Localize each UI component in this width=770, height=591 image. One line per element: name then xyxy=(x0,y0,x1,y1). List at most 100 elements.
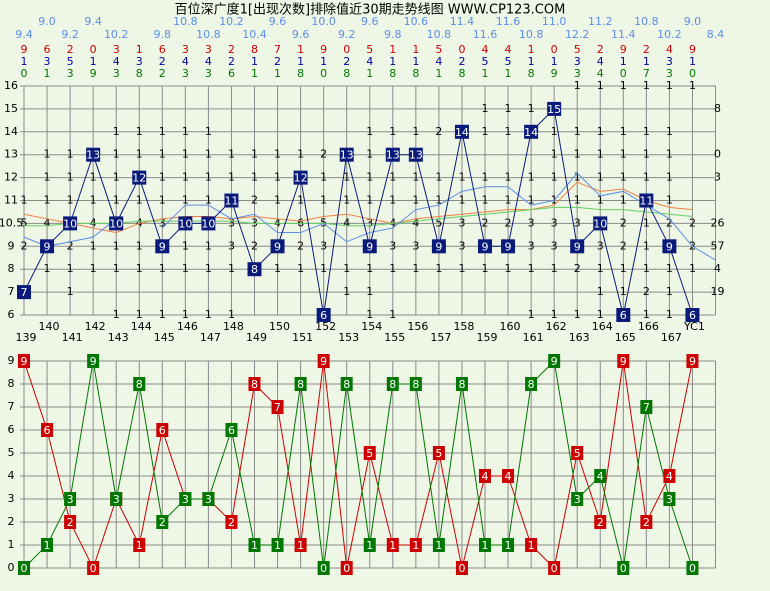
digit-label: 2 xyxy=(597,43,604,56)
digit-box-label: 8 xyxy=(297,378,304,391)
cell-count: 1 xyxy=(366,194,373,207)
cell-count: 2 xyxy=(435,125,442,138)
digit-box xyxy=(525,377,538,391)
y-tick-label: 5 xyxy=(8,446,15,459)
digit-label: 1 xyxy=(505,67,512,80)
cell-count: 1 xyxy=(366,262,373,275)
digit-label: 5 xyxy=(435,43,442,56)
digit-box xyxy=(64,515,77,529)
value-box-label: 9 xyxy=(574,240,581,253)
cell-count: 1 xyxy=(343,262,350,275)
x-tick-label: 157 xyxy=(430,331,451,344)
x-tick-label: 145 xyxy=(154,331,175,344)
cell-count: 4 xyxy=(412,216,419,229)
cell-count: 1 xyxy=(44,194,51,207)
digit-box xyxy=(663,492,676,506)
value-box xyxy=(201,216,216,231)
side-count: 4 xyxy=(714,262,721,275)
value-box xyxy=(593,216,608,231)
digit-label: 0 xyxy=(551,43,558,56)
digit-label: 1 xyxy=(274,67,281,80)
cell-count: 3 xyxy=(458,239,465,252)
digit-label: 2 xyxy=(643,43,650,56)
average-label: 9.6 xyxy=(292,28,310,41)
y-tick-label: 6 xyxy=(8,423,15,436)
value-box-label: 11 xyxy=(639,195,653,208)
digit-box-label: 2 xyxy=(228,516,235,529)
value-box xyxy=(685,308,700,322)
value-box xyxy=(270,239,285,254)
cell-count: 3 xyxy=(597,239,604,252)
digit-label: 3 xyxy=(182,67,189,80)
digit-label: 2 xyxy=(159,55,166,68)
digit-label: 9 xyxy=(21,43,28,56)
cell-count: 1 xyxy=(574,308,581,321)
cell-count: 1 xyxy=(136,308,143,321)
digit-box xyxy=(156,515,169,529)
average-label: 11.0 xyxy=(542,15,567,28)
digit-label: 4 xyxy=(597,67,604,80)
digit-box xyxy=(594,469,607,483)
value-box-label: 13 xyxy=(409,149,423,162)
digit-label: 5 xyxy=(505,55,512,68)
cell-count: 1 xyxy=(366,308,373,321)
digit-label: 4 xyxy=(597,55,604,68)
digit-box xyxy=(110,492,123,506)
cell-count: 1 xyxy=(205,194,212,207)
digit-label: 7 xyxy=(643,67,650,80)
cell-count: 1 xyxy=(505,125,512,138)
digit-box xyxy=(317,561,330,575)
average-label: 9.0 xyxy=(38,15,56,28)
digit-box-label: 8 xyxy=(458,378,465,391)
digit-box xyxy=(294,377,307,391)
digit-label: 5 xyxy=(482,55,489,68)
digit-label: 1 xyxy=(251,55,258,68)
digit-label: 1 xyxy=(482,67,489,80)
cell-count: 2 xyxy=(643,285,650,298)
value-box xyxy=(178,216,193,231)
digit-box xyxy=(617,354,630,368)
cell-count: 1 xyxy=(366,285,373,298)
digit-box xyxy=(41,538,54,552)
value-box xyxy=(132,170,147,185)
cell-count: 1 xyxy=(482,102,489,115)
digit-box xyxy=(409,538,422,552)
digit-box-label: 0 xyxy=(458,562,465,575)
cell-count: 2 xyxy=(574,262,581,275)
cell-count: 1 xyxy=(597,171,604,184)
digit-box-label: 3 xyxy=(67,493,74,506)
digit-label: 2 xyxy=(274,55,281,68)
cell-count: 2 xyxy=(620,216,627,229)
cell-count: 2 xyxy=(689,216,696,229)
digit-box-label: 5 xyxy=(366,447,373,460)
digit-box-label: 1 xyxy=(274,539,281,552)
digit-box xyxy=(41,423,54,437)
y-tick-label: 1 xyxy=(8,538,15,551)
cell-count: 1 xyxy=(113,194,120,207)
y-tick-label: 14 xyxy=(4,125,18,138)
digit-box-label: 4 xyxy=(666,470,673,483)
cell-count: 1 xyxy=(574,125,581,138)
digit-label: 1 xyxy=(297,55,304,68)
cell-count: 3 xyxy=(551,239,558,252)
cell-count: 1 xyxy=(136,239,143,252)
cell-count: 1 xyxy=(44,148,51,161)
cell-count: 1 xyxy=(67,171,74,184)
digit-label: 0 xyxy=(320,67,327,80)
side-count: 26 xyxy=(711,216,725,229)
digit-label: 2 xyxy=(458,55,465,68)
cell-count: 1 xyxy=(67,194,74,207)
value-box-label: 6 xyxy=(689,309,696,322)
cell-count: 1 xyxy=(159,308,166,321)
side-count: 3 xyxy=(714,171,721,184)
average-label: 9.8 xyxy=(154,28,172,41)
x-tick-label: 162 xyxy=(546,320,567,333)
cell-count: 1 xyxy=(666,171,673,184)
average-label: 10.8 xyxy=(173,15,198,28)
cell-count: 1 xyxy=(574,194,581,207)
cell-count: 1 xyxy=(435,194,442,207)
cell-count: 1 xyxy=(505,194,512,207)
digit-label: 1 xyxy=(320,55,327,68)
digit-label: 4 xyxy=(205,55,212,68)
digit-box-label: 7 xyxy=(274,401,281,414)
